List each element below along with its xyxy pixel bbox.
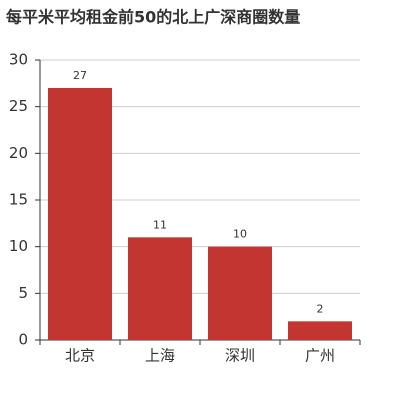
bar [128,237,192,340]
x-tick-label: 深圳 [225,347,255,365]
bar [48,88,112,340]
x-tick-label: 上海 [145,347,175,365]
value-label: 27 [73,69,87,82]
y-tick-label: 15 [9,191,28,209]
bar [288,321,352,340]
value-label: 2 [317,302,324,315]
chart-title: 每平米平均租金前50的北上广深商圈数量 [6,8,300,27]
value-label: 11 [153,218,167,231]
y-tick-label: 20 [9,144,28,162]
x-tick-label: 广州 [305,347,335,365]
bar [208,246,272,340]
y-tick-label: 30 [9,51,28,69]
y-tick-label: 10 [9,237,28,255]
y-tick-label: 25 [9,97,28,115]
y-tick-label: 0 [18,331,28,349]
y-tick-label: 5 [18,284,28,302]
value-label: 10 [233,228,247,241]
x-tick-label: 北京 [65,347,95,365]
